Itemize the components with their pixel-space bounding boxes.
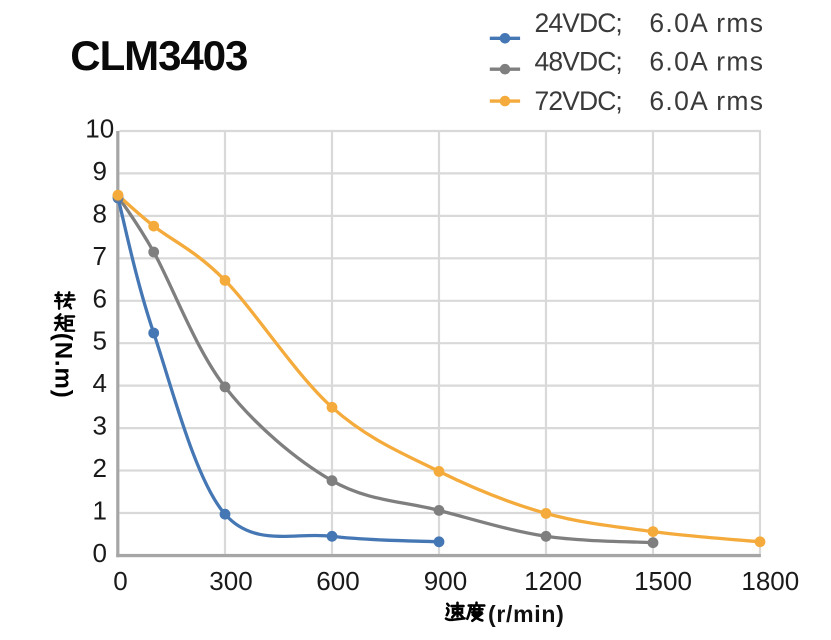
svg-text:48VDC;: 48VDC; xyxy=(535,47,622,77)
svg-text:6: 6 xyxy=(92,283,106,313)
svg-text:10: 10 xyxy=(85,114,114,144)
svg-text:1200: 1200 xyxy=(524,566,582,596)
svg-text:CLM3403: CLM3403 xyxy=(70,32,247,79)
svg-text:1500: 1500 xyxy=(634,566,692,596)
svg-text:6.0A rms: 6.0A rms xyxy=(649,8,764,38)
svg-text:1800: 1800 xyxy=(741,566,799,596)
svg-text:(N.m): (N.m) xyxy=(50,333,77,399)
svg-text:7: 7 xyxy=(92,241,106,271)
svg-text:900: 900 xyxy=(424,566,467,596)
svg-text:0: 0 xyxy=(92,538,106,568)
svg-text:24VDC;: 24VDC; xyxy=(535,8,622,38)
svg-text:6.0A rms: 6.0A rms xyxy=(649,47,764,77)
svg-text:5: 5 xyxy=(92,326,106,356)
svg-text:600: 600 xyxy=(316,566,359,596)
svg-text:0: 0 xyxy=(113,566,127,596)
svg-text:(r/min): (r/min) xyxy=(488,601,564,627)
svg-text:6.0A rms: 6.0A rms xyxy=(649,86,764,116)
svg-text:8: 8 xyxy=(92,198,106,228)
svg-text:4: 4 xyxy=(92,368,106,398)
svg-text:3: 3 xyxy=(92,411,106,441)
svg-text:300: 300 xyxy=(209,566,252,596)
svg-text:72VDC;: 72VDC; xyxy=(535,86,622,116)
svg-text:2: 2 xyxy=(92,453,106,483)
svg-text:9: 9 xyxy=(92,156,106,186)
svg-text:1: 1 xyxy=(92,496,106,526)
